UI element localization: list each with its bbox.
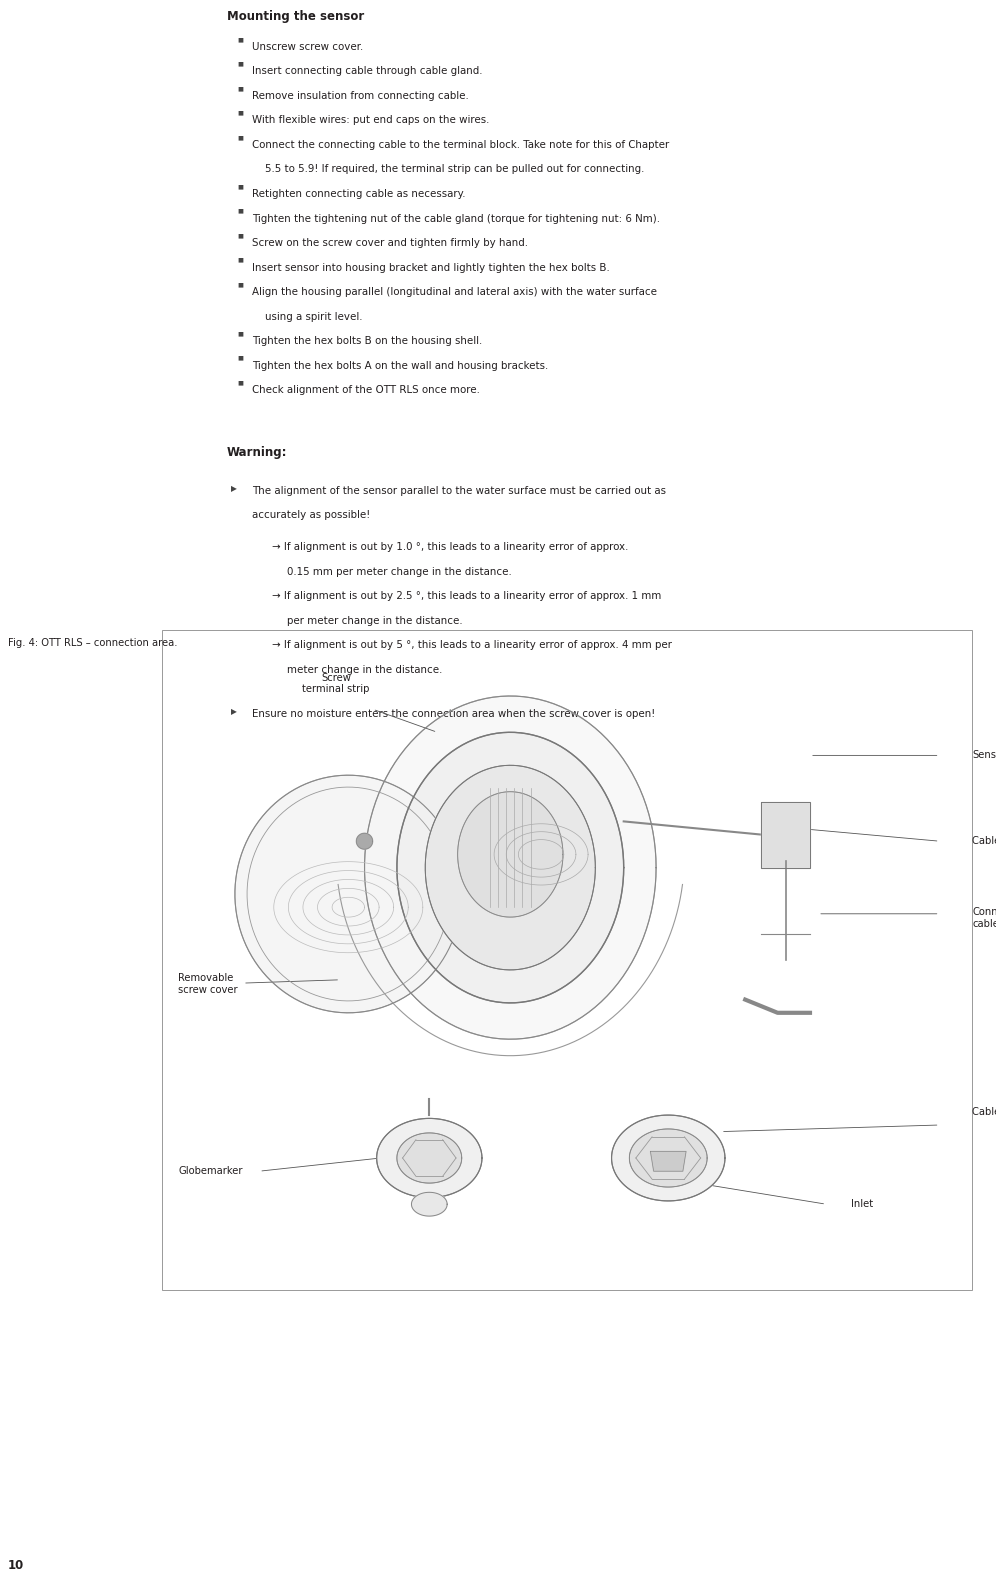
Text: ■: ■ xyxy=(237,85,243,92)
Text: Unscrew screw cover.: Unscrew screw cover. xyxy=(252,41,364,52)
Text: Fig. 4: OTT RLS – connection area.: Fig. 4: OTT RLS – connection area. xyxy=(8,638,177,649)
Polygon shape xyxy=(397,732,623,1003)
Polygon shape xyxy=(365,696,656,1039)
Bar xyxy=(162,630,972,1289)
Text: Check alignment of the OTT RLS once more.: Check alignment of the OTT RLS once more… xyxy=(252,384,480,396)
Text: ■: ■ xyxy=(237,184,243,190)
Text: → If alignment is out by 1.0 °, this leads to a linearity error of approx.: → If alignment is out by 1.0 °, this lea… xyxy=(272,543,628,552)
Text: Warning:: Warning: xyxy=(227,446,288,459)
Text: ■: ■ xyxy=(237,258,243,263)
Text: ▶: ▶ xyxy=(231,707,237,717)
Text: ■: ■ xyxy=(237,233,243,239)
Text: Tighten the tightening nut of the cable gland (torque for tightening nut: 6 Nm).: Tighten the tightening nut of the cable … xyxy=(252,214,660,223)
Text: Screw on the screw cover and tighten firmly by hand.: Screw on the screw cover and tighten fir… xyxy=(252,237,528,248)
Text: accurately as possible!: accurately as possible! xyxy=(252,511,371,520)
Text: ■: ■ xyxy=(237,36,243,43)
Text: Cable gland: Cable gland xyxy=(972,1107,996,1117)
Text: The alignment of the sensor parallel to the water surface must be carried out as: The alignment of the sensor parallel to … xyxy=(252,486,666,495)
Text: Align the housing parallel (longitudinal and lateral axis) with the water surfac: Align the housing parallel (longitudinal… xyxy=(252,286,657,297)
Text: Insert sensor into housing bracket and lightly tighten the hex bolts B.: Insert sensor into housing bracket and l… xyxy=(252,263,610,272)
Polygon shape xyxy=(397,1133,462,1183)
Text: Removable
screw cover: Removable screw cover xyxy=(178,973,238,995)
Text: ■: ■ xyxy=(237,331,243,337)
Text: With flexible wires: put end caps on the wires.: With flexible wires: put end caps on the… xyxy=(252,115,489,125)
Text: Retighten connecting cable as necessary.: Retighten connecting cable as necessary. xyxy=(252,188,465,199)
Text: Screw
terminal strip: Screw terminal strip xyxy=(303,672,370,694)
Text: → If alignment is out by 2.5 °, this leads to a linearity error of approx. 1 mm: → If alignment is out by 2.5 °, this lea… xyxy=(272,592,661,601)
Text: using a spirit level.: using a spirit level. xyxy=(265,312,363,321)
Text: ■: ■ xyxy=(237,380,243,386)
Polygon shape xyxy=(235,775,462,1012)
Text: Inlet: Inlet xyxy=(851,1199,872,1209)
Text: ■: ■ xyxy=(237,134,243,141)
Text: Mounting the sensor: Mounting the sensor xyxy=(227,9,365,24)
Polygon shape xyxy=(650,1152,686,1171)
Text: Globemarker: Globemarker xyxy=(178,1166,243,1175)
Text: 0.15 mm per meter change in the distance.: 0.15 mm per meter change in the distance… xyxy=(287,566,512,576)
Text: Sensor: Sensor xyxy=(972,750,996,761)
Text: Connect the connecting cable to the terminal block. Take note for this of Chapte: Connect the connecting cable to the term… xyxy=(252,139,669,150)
Text: Remove insulation from connecting cable.: Remove insulation from connecting cable. xyxy=(252,90,469,101)
Polygon shape xyxy=(458,791,563,918)
Polygon shape xyxy=(761,802,810,867)
Polygon shape xyxy=(612,1115,725,1201)
Text: Tighten the hex bolts B on the housing shell.: Tighten the hex bolts B on the housing s… xyxy=(252,335,482,346)
Text: meter change in the distance.: meter change in the distance. xyxy=(287,664,442,674)
Polygon shape xyxy=(357,834,373,850)
Polygon shape xyxy=(629,1130,707,1186)
Text: Cable gland: Cable gland xyxy=(972,837,996,846)
Text: Insert connecting cable through cable gland.: Insert connecting cable through cable gl… xyxy=(252,66,482,76)
Text: ■: ■ xyxy=(237,62,243,66)
Text: ■: ■ xyxy=(237,356,243,361)
Text: Tighten the hex bolts A on the wall and housing brackets.: Tighten the hex bolts A on the wall and … xyxy=(252,361,548,370)
Text: 10: 10 xyxy=(8,1558,24,1573)
Text: → If alignment is out by 5 °, this leads to a linearity error of approx. 4 mm pe: → If alignment is out by 5 °, this leads… xyxy=(272,641,672,650)
Text: Ensure no moisture enters the connection area when the screw cover is open!: Ensure no moisture enters the connection… xyxy=(252,709,655,718)
Polygon shape xyxy=(411,1193,447,1217)
Text: per meter change in the distance.: per meter change in the distance. xyxy=(287,615,462,625)
Text: ■: ■ xyxy=(237,282,243,288)
Polygon shape xyxy=(376,1118,482,1198)
Text: ■: ■ xyxy=(237,209,243,214)
Text: ▶: ▶ xyxy=(231,484,237,494)
Text: 5.5 to 5.9! If required, the terminal strip can be pulled out for connecting.: 5.5 to 5.9! If required, the terminal st… xyxy=(265,165,644,174)
Polygon shape xyxy=(425,766,596,970)
Text: ■: ■ xyxy=(237,111,243,115)
Text: Connecting
cable: Connecting cable xyxy=(972,906,996,929)
